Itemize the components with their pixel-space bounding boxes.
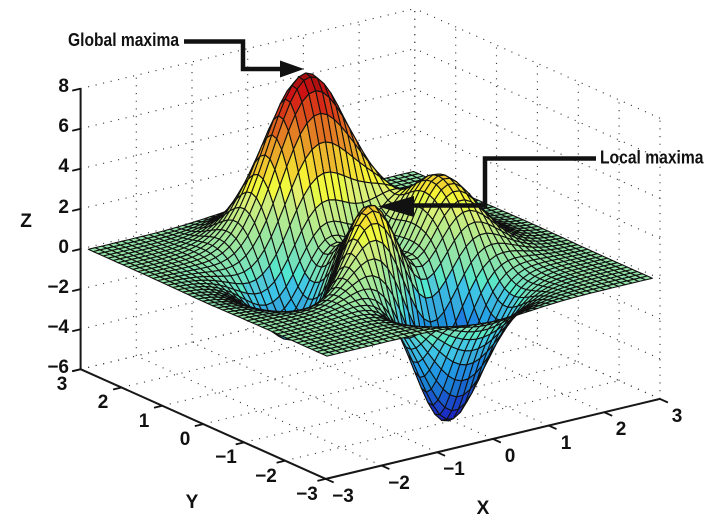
svg-text:Y: Y <box>186 492 199 513</box>
svg-text:0: 0 <box>58 237 69 258</box>
svg-text:−2: −2 <box>388 473 410 494</box>
svg-text:6: 6 <box>58 116 69 137</box>
svg-text:3: 3 <box>57 374 68 395</box>
svg-text:−3: −3 <box>296 484 318 505</box>
svg-text:8: 8 <box>58 76 69 97</box>
svg-text:−2: −2 <box>255 466 277 487</box>
svg-text:0: 0 <box>180 429 191 450</box>
svg-text:−1: −1 <box>443 459 465 480</box>
svg-text:−1: −1 <box>215 447 237 468</box>
svg-text:1: 1 <box>139 411 150 432</box>
svg-text:−6: −6 <box>47 357 69 378</box>
svg-text:2: 2 <box>98 392 109 413</box>
svg-text:1: 1 <box>561 433 572 454</box>
svg-text:2: 2 <box>58 197 69 218</box>
svg-text:4: 4 <box>58 156 69 177</box>
svg-text:−4: −4 <box>47 317 69 338</box>
svg-text:−2: −2 <box>47 277 69 298</box>
svg-text:−3: −3 <box>332 486 354 507</box>
svg-text:3: 3 <box>672 406 683 427</box>
svg-text:0: 0 <box>505 446 516 467</box>
svg-text:Z: Z <box>20 211 32 232</box>
svg-text:2: 2 <box>616 419 627 440</box>
svg-text:X: X <box>477 498 490 519</box>
svg-text:Local maxima: Local maxima <box>600 147 704 168</box>
svg-text:Global maxima: Global maxima <box>68 29 180 50</box>
